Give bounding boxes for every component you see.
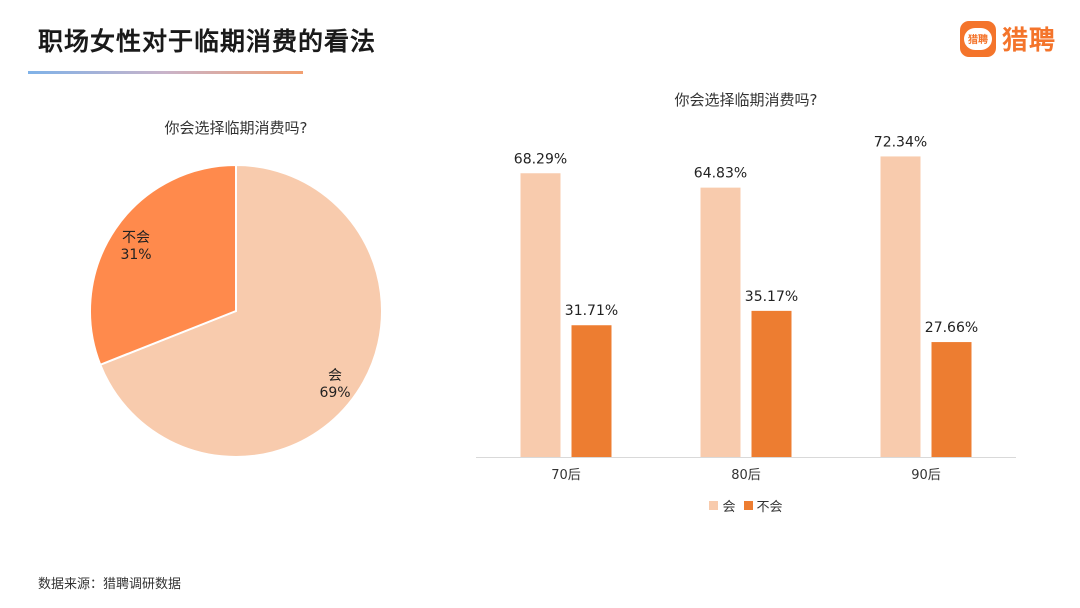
pie-slice-label: 不会	[122, 230, 150, 246]
source-note: 数据来源：猎聘调研数据	[38, 577, 182, 592]
bar-chart-title: 你会选择临期消费吗?	[674, 91, 818, 109]
logo-text: 猎聘	[1001, 26, 1056, 56]
legend-swatch-no	[743, 501, 753, 510]
brand-logo: 猎聘 猎聘	[959, 20, 1056, 57]
pie-slice-label: 会	[328, 368, 342, 384]
bar-no-80后	[751, 310, 792, 457]
x-axis-tick-label: 80后	[731, 468, 761, 483]
logo-badge-text: 猎聘	[963, 27, 992, 50]
x-axis-tick-label: 90后	[911, 468, 941, 483]
x-axis-tick-label: 70后	[551, 468, 581, 483]
title-underline	[28, 71, 303, 74]
bar-no-70后	[571, 325, 612, 457]
pie-slice-value: 31%	[120, 247, 151, 263]
bar-data-label: 31.71%	[565, 303, 618, 319]
bar-yes-80后	[700, 187, 741, 457]
pie-slice-yes	[98, 163, 383, 458]
pie-slice-value: 69%	[319, 385, 350, 401]
bar-data-label: 35.17%	[745, 289, 798, 305]
page-title: 职场女性对于临期消费的看法	[38, 27, 377, 56]
bar-data-label: 72.34%	[874, 134, 927, 150]
bar-data-label: 27.66%	[925, 320, 978, 336]
bar-data-label: 68.29%	[514, 151, 567, 167]
legend-label-no: 不会	[756, 500, 783, 515]
legend-item-yes: 会	[709, 496, 736, 515]
bar-yes-90后	[880, 156, 921, 457]
pie-slice-no	[89, 163, 237, 367]
bar-chart-legend: 会 不会	[476, 496, 1016, 515]
legend-label-yes: 会	[722, 500, 736, 515]
bar-no-90后	[931, 342, 972, 457]
legend-swatch-yes	[709, 501, 719, 510]
bar-yes-70后	[520, 173, 561, 457]
logo-icon: 猎聘	[959, 20, 996, 57]
pie-chart-title: 你会选择临期消费吗?	[164, 119, 308, 137]
bar-data-label: 64.83%	[694, 166, 747, 182]
legend-item-no: 不会	[743, 496, 783, 515]
